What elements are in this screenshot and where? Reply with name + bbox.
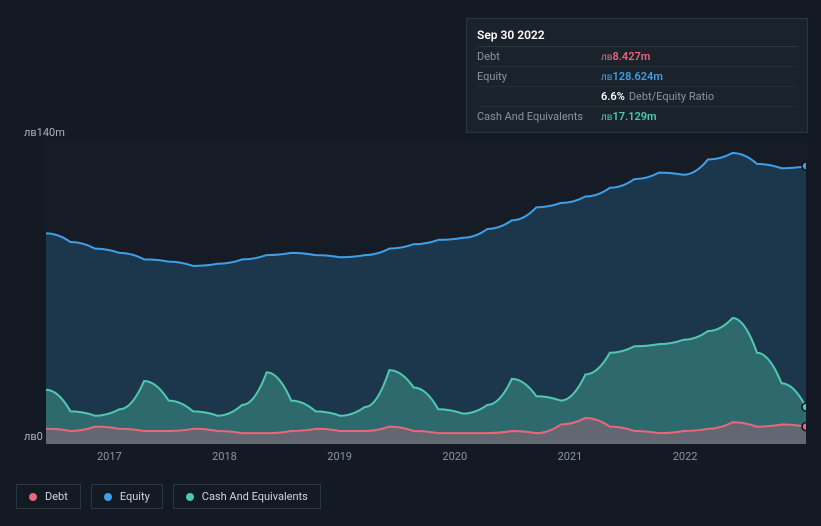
legend-label: Equity [120,490,150,503]
tooltip-row-value: лв128.624m [601,70,663,83]
tooltip-row-value: лв8.427m [601,50,650,63]
tooltip-rows: Debtлв8.427mEquityлв128.624m6.6%Debt/Equ… [477,47,797,126]
legend-item[interactable]: Cash And Equivalents [173,484,321,509]
tooltip-row: 6.6%Debt/Equity Ratio [477,87,797,107]
legend-dot-icon [29,493,37,501]
tooltip-row: Debtлв8.427m [477,47,797,67]
tooltip-row-label [477,90,601,103]
chart-tooltip: Sep 30 2022 Debtлв8.427mEquityлв128.624m… [466,18,808,133]
x-axis-label: 2022 [673,450,698,463]
y-axis-top-label: лв140m [24,126,65,139]
tooltip-row: Equityлв128.624m [477,67,797,87]
legend-dot-icon [186,493,194,501]
y-axis-bottom-label: лв0 [24,430,43,443]
chart-plot-area[interactable] [46,140,806,444]
tooltip-row-label: Equity [477,70,601,83]
legend-item[interactable]: Debt [16,484,81,509]
tooltip-title: Sep 30 2022 [477,25,797,47]
x-axis-label: 2020 [442,450,467,463]
legend-item[interactable]: Equity [91,484,163,509]
x-axis-label: 2017 [97,450,122,463]
legend-label: Cash And Equivalents [202,490,308,503]
tooltip-row-label: Debt [477,50,601,63]
legend-label: Debt [45,490,68,503]
x-axis: 2017 2018 2019 2020 2021 2022 [46,450,806,466]
tooltip-row-value: 6.6%Debt/Equity Ratio [601,90,714,103]
legend-dot-icon [104,493,112,501]
legend: Debt Equity Cash And Equivalents [16,484,321,509]
x-axis-label: 2018 [212,450,237,463]
x-axis-label: 2019 [327,450,352,463]
x-axis-label: 2021 [558,450,583,463]
chart-container: лв140m лв0 2017 2018 2019 2020 2021 2022 [16,120,806,470]
